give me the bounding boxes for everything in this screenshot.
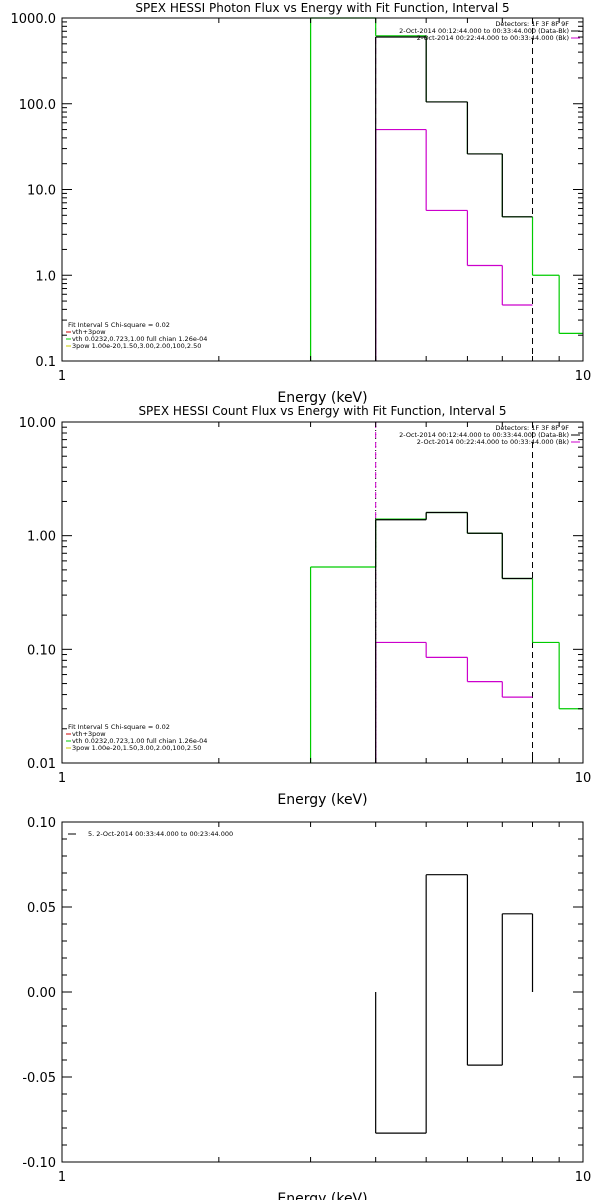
y-tick-label: 1.0 xyxy=(35,269,56,284)
x-tick-label: 1 xyxy=(58,771,66,786)
time-range-label: 2-Oct-2014 00:22:44.000 to 00:33:44.000 … xyxy=(417,438,569,446)
y-tick-label: 1.00 xyxy=(27,530,56,545)
series-2 xyxy=(375,128,533,361)
plot-frame xyxy=(61,821,584,1163)
y-tick-label: 0.10 xyxy=(27,816,56,831)
legend-entry: 3pow 1.00e-20,1.50,3.00,2.00,100,2.50 xyxy=(72,342,201,350)
series-1 xyxy=(375,511,533,763)
x-tick-label: 10 xyxy=(575,771,592,786)
legend-entry: vth 0.0232,0.723,1.00 full chian 1.26e-0… xyxy=(72,335,207,343)
detectors-label: Detectors: 1F 3F 8F 9F xyxy=(495,424,569,432)
x-tick-label: 1 xyxy=(58,1170,66,1185)
y-tick-label: 100.0 xyxy=(19,98,56,113)
time-range-label: 2-Oct-2014 00:12:44.000 to 00:33:44.000 … xyxy=(399,27,569,35)
y-tick-label: 0.1 xyxy=(35,355,56,370)
y-tick-label: 0.05 xyxy=(27,901,56,916)
y-tick-label: 10.00 xyxy=(19,416,56,431)
chart-panel-1: SPEX HESSI Photon Flux vs Energy with Fi… xyxy=(11,1,592,406)
legend-entry: vth 0.0232,0.723,1.00 full chian 1.26e-0… xyxy=(72,737,207,745)
series-1 xyxy=(375,36,533,361)
time-range-label: 2-Oct-2014 00:22:44.000 to 00:33:44.000 … xyxy=(417,34,569,42)
legend-entry: 5. 2-Oct-2014 00:33:44.000 to 00:23:44.0… xyxy=(88,830,233,838)
x-axis-label: Energy (keV) xyxy=(277,1191,367,1200)
y-tick-label: 10.0 xyxy=(27,184,56,199)
chart-title: SPEX HESSI Count Flux vs Energy with Fit… xyxy=(138,404,506,418)
x-axis-label: Energy (keV) xyxy=(277,792,367,808)
fit-interval-label: Fit Interval 5 Chi-square = 0.02 xyxy=(68,321,170,329)
time-range-label: 2-Oct-2014 00:12:44.000 to 00:33:44.000 … xyxy=(399,431,569,439)
y-tick-label: -0.10 xyxy=(22,1156,56,1171)
y-tick-label: 0.01 xyxy=(27,757,56,772)
chart-title: SPEX HESSI Photon Flux vs Energy with Fi… xyxy=(135,1,509,15)
detectors-label: Detectors: 1F 3F 8F 9F xyxy=(495,20,569,28)
chart-panel-3: 1 10 -0.10 -0.05 0.00 0.05 0.10 Energy (keV) 5. … xyxy=(22,816,591,1200)
legend-entry: 3pow 1.00e-20,1.50,3.00,2.00,100,2.50 xyxy=(72,744,201,752)
plot-frame xyxy=(61,17,584,362)
x-tick-label: 10 xyxy=(575,1170,592,1185)
y-tick-label: 1000.0 xyxy=(11,12,57,27)
legend-entry: vth+3pow xyxy=(72,730,106,738)
series-1 xyxy=(375,874,534,1134)
x-tick-label: 1 xyxy=(58,369,66,384)
y-tick-label: -0.05 xyxy=(22,1071,56,1086)
legend-entry: vth+3pow xyxy=(72,328,106,336)
plot-frame xyxy=(61,421,584,764)
series-data xyxy=(309,511,583,763)
y-tick-label: 0.10 xyxy=(27,643,56,658)
series-2 xyxy=(375,641,533,763)
chart-panel-2: SPEX HESSI Count Flux vs Energy with Fit… xyxy=(19,404,591,808)
x-tick-label: 10 xyxy=(575,369,592,384)
fit-interval-label: Fit Interval 5 Chi-square = 0.02 xyxy=(68,723,170,731)
y-tick-label: 0.00 xyxy=(27,986,56,1001)
series-data xyxy=(309,17,583,361)
x-axis-label: Energy (keV) xyxy=(277,390,367,406)
